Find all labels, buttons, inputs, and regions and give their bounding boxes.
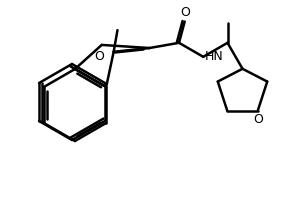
Text: O: O	[94, 50, 104, 63]
Text: O: O	[180, 5, 190, 18]
Text: HN: HN	[204, 50, 223, 63]
Text: O: O	[253, 113, 263, 126]
